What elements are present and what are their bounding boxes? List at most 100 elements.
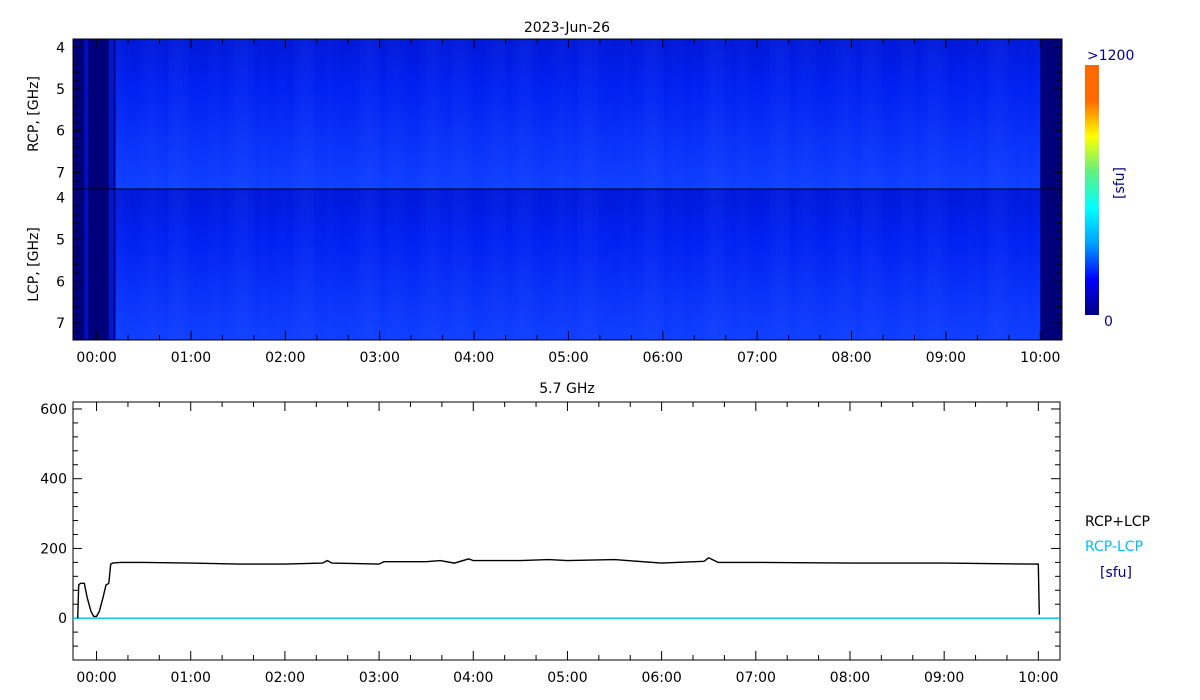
spectrogram-column — [631, 39, 638, 189]
spectrogram-column — [181, 39, 189, 189]
spectrogram-column — [816, 189, 823, 340]
spectrogram-column — [723, 189, 731, 340]
x-tick-label: 03:00 — [359, 670, 399, 686]
spectrogram-column — [293, 189, 301, 340]
spectrogram-column — [604, 39, 611, 189]
y-tick-label: 5 — [56, 232, 65, 248]
spectrogram-column — [684, 189, 691, 340]
spectrogram-column — [795, 189, 803, 340]
x-tick-label: 01:00 — [171, 350, 211, 366]
spectrogram-column — [875, 39, 883, 189]
spectrogram-column — [155, 39, 163, 189]
spectrogram-column — [789, 189, 796, 340]
lightcurve-plot: 0 200 400 600 00:00 01:00 02:00 03:00 04:00 05:00… — [40, 401, 1061, 686]
x-tick-label: 09:00 — [926, 350, 966, 366]
spectrogram-column — [987, 39, 995, 189]
spectrogram-column — [148, 39, 156, 189]
spectrogram-column — [141, 39, 149, 189]
spectrogram-column — [941, 39, 949, 189]
spectrogram-column — [1000, 189, 1008, 340]
spectrogram-column — [835, 39, 843, 189]
spectrogram-column — [558, 39, 566, 189]
y-tick-label: 200 — [40, 541, 67, 557]
spectrogram-column — [631, 189, 638, 340]
spectrogram-column — [611, 189, 618, 340]
panel-frame — [72, 188, 1063, 341]
spectrogram-column — [875, 189, 883, 340]
spectrogram-column — [624, 189, 632, 340]
spectrogram-column — [446, 39, 453, 189]
spectrogram-column — [723, 39, 731, 189]
spectrogram-column — [505, 39, 512, 189]
x-tick-label: 10:00 — [1020, 350, 1060, 366]
spectrogram-column — [730, 39, 737, 189]
spectrogram-column — [868, 39, 876, 189]
spectrogram-column — [1027, 39, 1034, 189]
spectrogram-column — [967, 189, 975, 340]
spectrogram-column — [518, 189, 526, 340]
spectrogram-column — [347, 39, 354, 189]
spectrogram-column — [604, 189, 611, 340]
spectrogram-column — [511, 39, 519, 189]
spectrogram-column — [961, 39, 968, 189]
spectrogram-column — [115, 39, 123, 189]
spectrogram-column — [392, 189, 400, 340]
spectrogram-column — [400, 39, 407, 189]
spectrogram-column — [750, 189, 757, 340]
spectrogram-column — [974, 39, 982, 189]
spectrogram-column — [948, 189, 955, 340]
spectrogram-column — [677, 39, 684, 189]
spectrogram-column — [432, 189, 440, 340]
spectrogram-column — [511, 189, 519, 340]
spectrogram-column — [756, 39, 763, 189]
x-tick-label: 02:00 — [265, 350, 305, 366]
spectrogram-column — [465, 39, 473, 189]
spectrogram-column — [195, 189, 202, 340]
spectrogram-column — [981, 39, 988, 189]
spectrogram-column — [353, 39, 360, 189]
y-axis-label: RCP, [GHz] — [26, 76, 42, 152]
spectrogram-column — [261, 39, 268, 189]
spectrogram-column — [1007, 189, 1014, 340]
spectrogram-column — [413, 189, 420, 340]
spectrogram-column — [525, 189, 533, 340]
spectrogram-column — [227, 189, 235, 340]
legend-unit: [sfu] — [1100, 565, 1132, 581]
spectrogram-column — [756, 189, 763, 340]
spectrogram-column — [320, 189, 327, 340]
spectrogram-column — [452, 189, 460, 340]
x-tick-label: 07:00 — [737, 350, 777, 366]
spectrogram-column — [314, 189, 321, 340]
spectrogram-column — [769, 39, 777, 189]
spectrogram-column — [492, 39, 500, 189]
spectrogram-column — [1020, 39, 1027, 189]
spectrogram-column — [413, 39, 420, 189]
spectrogram-column — [564, 39, 572, 189]
spectrogram-column — [643, 39, 651, 189]
spectrogram-column — [432, 39, 440, 189]
spectrogram-column — [842, 189, 850, 340]
x-tick-label: 10:00 — [1018, 670, 1058, 686]
spectrogram-column — [861, 39, 869, 189]
spectrogram-column — [347, 189, 354, 340]
spectrogram-column — [168, 39, 176, 189]
spectrogram-column — [498, 189, 506, 340]
spectrogram-column — [584, 189, 592, 340]
x-tick-label: 00:00 — [76, 350, 116, 366]
spectrogram-column — [115, 189, 123, 340]
y-tick-label: 5 — [56, 82, 65, 98]
spectrogram-column — [525, 39, 533, 189]
spectrogram-column — [571, 39, 578, 189]
spectrogram-column — [769, 189, 777, 340]
spectrogram-column — [274, 39, 281, 189]
spectrogram-column — [802, 39, 810, 189]
spectrogram-column — [994, 189, 1002, 340]
spectrogram-column — [122, 189, 129, 340]
spectrogram-column — [373, 189, 381, 340]
spectrogram-column — [531, 39, 539, 189]
spectrogram-column — [915, 39, 922, 189]
spectrogram-column — [1014, 39, 1021, 189]
spectrogram-column — [207, 39, 215, 189]
spectrogram-column — [994, 39, 1002, 189]
